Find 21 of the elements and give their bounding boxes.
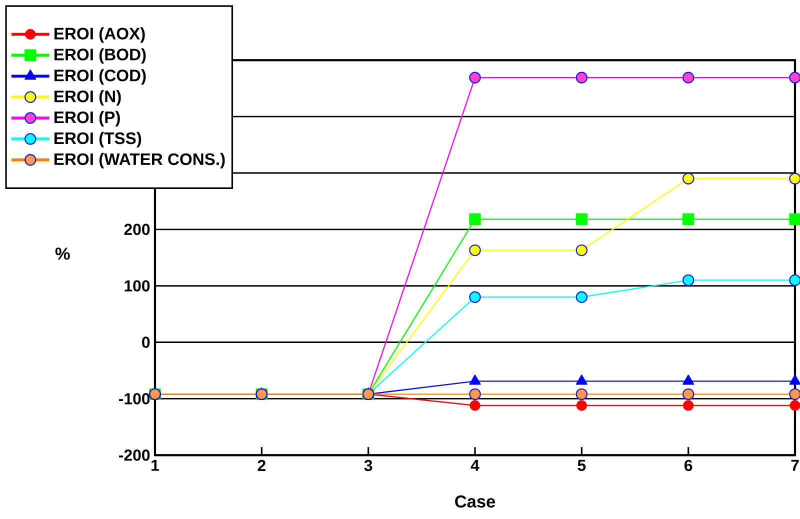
legend-label: EROI (P) (54, 111, 120, 126)
y-tick-label: 100 (124, 280, 150, 292)
x-tick-label: 1 (152, 460, 159, 471)
y-tick-label: 200 (124, 224, 150, 236)
x-tick-label: 6 (684, 460, 692, 472)
x-tick-label: 7 (791, 460, 799, 471)
x-tick-label: 2 (258, 460, 266, 471)
legend-label: EROI (COD) (54, 69, 146, 85)
legend-label: EROI (AOX) (54, 27, 145, 43)
y-axis-title: % (55, 248, 70, 260)
x-tick-label: 4 (470, 460, 480, 471)
legend-label: EROI (TSS) (54, 132, 142, 148)
legend-label: EROI (WATER CONS.) (54, 152, 225, 168)
y-tick-label: 0 (142, 336, 150, 348)
legend-label: EROI (BOD) (54, 48, 146, 64)
y-tick-label: -200 (119, 449, 150, 461)
x-axis-title: Case (455, 495, 496, 508)
legend-label: EROI (N) (54, 90, 121, 106)
y-tick-label: -100 (119, 393, 150, 404)
x-tick-label: 3 (364, 460, 372, 472)
x-tick-label: 5 (578, 460, 586, 471)
